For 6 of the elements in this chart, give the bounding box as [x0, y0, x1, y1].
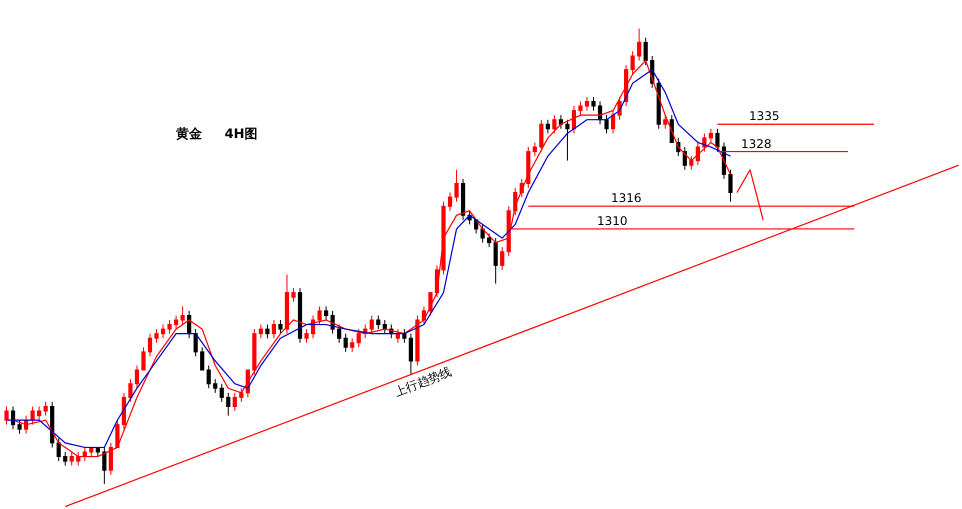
series-label: 1316: [611, 191, 642, 205]
text: 黄金 4H图: [175, 127, 258, 142]
series-label: 1335: [749, 109, 780, 123]
series-label: 1328: [741, 137, 772, 151]
series-label: 1310: [597, 214, 628, 228]
text: 上行趋势线: [392, 364, 454, 400]
